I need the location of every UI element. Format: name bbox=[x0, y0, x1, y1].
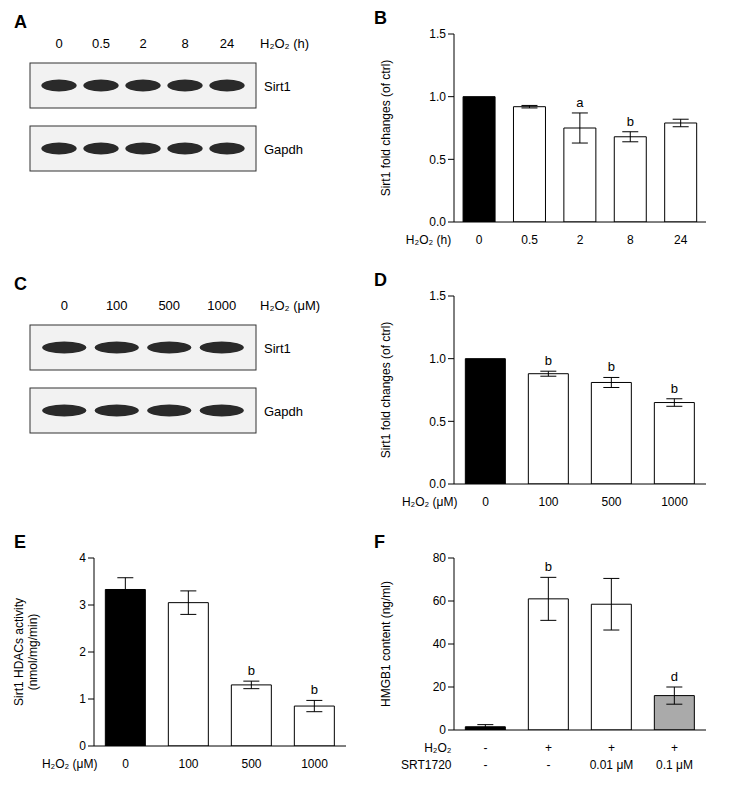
svg-text:H₂O₂ (h): H₂O₂ (h) bbox=[260, 36, 309, 51]
svg-text:b: b bbox=[627, 114, 634, 129]
svg-text:H₂O₂ (μM): H₂O₂ (μM) bbox=[402, 495, 458, 509]
svg-text:a: a bbox=[576, 95, 584, 110]
svg-text:0.5: 0.5 bbox=[92, 36, 110, 51]
svg-text:500: 500 bbox=[241, 757, 261, 771]
svg-text:0.0: 0.0 bbox=[429, 215, 446, 229]
svg-text:3: 3 bbox=[79, 598, 86, 612]
svg-text:0: 0 bbox=[439, 723, 446, 737]
svg-text:H₂O₂: H₂O₂ bbox=[424, 741, 452, 755]
svg-text:Sirt1: Sirt1 bbox=[264, 79, 291, 94]
svg-text:H₂O₂ (μM): H₂O₂ (μM) bbox=[260, 298, 320, 313]
svg-text:Gapdh: Gapdh bbox=[264, 404, 303, 419]
svg-text:0.01 μM: 0.01 μM bbox=[590, 758, 634, 772]
svg-text:b: b bbox=[671, 381, 678, 396]
svg-text:100: 100 bbox=[178, 757, 198, 771]
svg-text:1.5: 1.5 bbox=[429, 289, 446, 303]
svg-text:1: 1 bbox=[79, 692, 86, 706]
html-text:B: B bbox=[374, 8, 387, 28]
svg-text:24: 24 bbox=[674, 233, 688, 247]
svg-text:1.0: 1.0 bbox=[429, 90, 446, 104]
svg-text:+: + bbox=[608, 741, 615, 755]
svg-text:H₂O₂ (h): H₂O₂ (h) bbox=[406, 233, 451, 247]
svg-text:100: 100 bbox=[538, 495, 558, 509]
svg-text:40: 40 bbox=[433, 637, 447, 651]
svg-text:b: b bbox=[545, 353, 552, 368]
svg-text:2: 2 bbox=[577, 233, 584, 247]
svg-text:0: 0 bbox=[79, 739, 86, 753]
svg-text:0.5: 0.5 bbox=[521, 233, 538, 247]
svg-text:1.0: 1.0 bbox=[429, 352, 446, 366]
svg-text:0: 0 bbox=[476, 233, 483, 247]
svg-text:Sirt1 HDACs activity(nmol/mg/m: Sirt1 HDACs activity(nmol/mg/min) bbox=[12, 598, 40, 706]
svg-text:SRT1720: SRT1720 bbox=[401, 758, 452, 772]
svg-text:-: - bbox=[547, 758, 551, 772]
svg-text:0: 0 bbox=[55, 36, 62, 51]
svg-text:20: 20 bbox=[433, 680, 447, 694]
svg-text:80: 80 bbox=[433, 551, 447, 565]
svg-text:2: 2 bbox=[79, 645, 86, 659]
svg-text:1000: 1000 bbox=[207, 298, 236, 313]
svg-text:b: b bbox=[608, 359, 615, 374]
svg-text:0: 0 bbox=[61, 298, 68, 313]
svg-text:Sirt1: Sirt1 bbox=[264, 341, 291, 356]
svg-text:8: 8 bbox=[181, 36, 188, 51]
svg-text:60: 60 bbox=[433, 594, 447, 608]
html-text:E: E bbox=[14, 532, 26, 552]
svg-text:H₂O₂ (μM): H₂O₂ (μM) bbox=[42, 757, 98, 771]
svg-text:24: 24 bbox=[220, 36, 234, 51]
svg-text:b: b bbox=[248, 663, 255, 678]
svg-text:2: 2 bbox=[139, 36, 146, 51]
svg-text:0.0: 0.0 bbox=[429, 477, 446, 491]
svg-text:A: A bbox=[14, 12, 27, 32]
svg-text:8: 8 bbox=[627, 233, 634, 247]
svg-text:+: + bbox=[545, 741, 552, 755]
svg-text:4: 4 bbox=[79, 551, 86, 565]
svg-text:-: - bbox=[484, 758, 488, 772]
svg-text:0: 0 bbox=[482, 495, 489, 509]
svg-text:HMGB1 content (ng/ml): HMGB1 content (ng/ml) bbox=[379, 581, 393, 707]
svg-text:Sirt1 fold changes (of ctrl): Sirt1 fold changes (of ctrl) bbox=[379, 60, 393, 197]
svg-text:b: b bbox=[311, 682, 318, 697]
svg-text:b: b bbox=[545, 559, 552, 574]
svg-text:1000: 1000 bbox=[301, 757, 328, 771]
svg-text:0.1 μM: 0.1 μM bbox=[656, 758, 693, 772]
svg-text:1.5: 1.5 bbox=[429, 27, 446, 41]
svg-text:500: 500 bbox=[158, 298, 180, 313]
svg-text:C: C bbox=[14, 274, 27, 294]
svg-text:0.5: 0.5 bbox=[429, 415, 446, 429]
svg-text:0.5: 0.5 bbox=[429, 153, 446, 167]
svg-text:500: 500 bbox=[601, 495, 621, 509]
svg-text:-: - bbox=[484, 741, 488, 755]
svg-text:+: + bbox=[671, 741, 678, 755]
html-text:D: D bbox=[374, 270, 387, 290]
svg-text:1000: 1000 bbox=[661, 495, 688, 509]
svg-text:Sirt1 fold changes (of ctrl): Sirt1 fold changes (of ctrl) bbox=[379, 322, 393, 459]
svg-text:d: d bbox=[671, 669, 678, 684]
svg-text:100: 100 bbox=[106, 298, 128, 313]
svg-text:Gapdh: Gapdh bbox=[264, 142, 303, 157]
svg-text:0: 0 bbox=[122, 757, 129, 771]
html-text:F: F bbox=[374, 532, 385, 552]
